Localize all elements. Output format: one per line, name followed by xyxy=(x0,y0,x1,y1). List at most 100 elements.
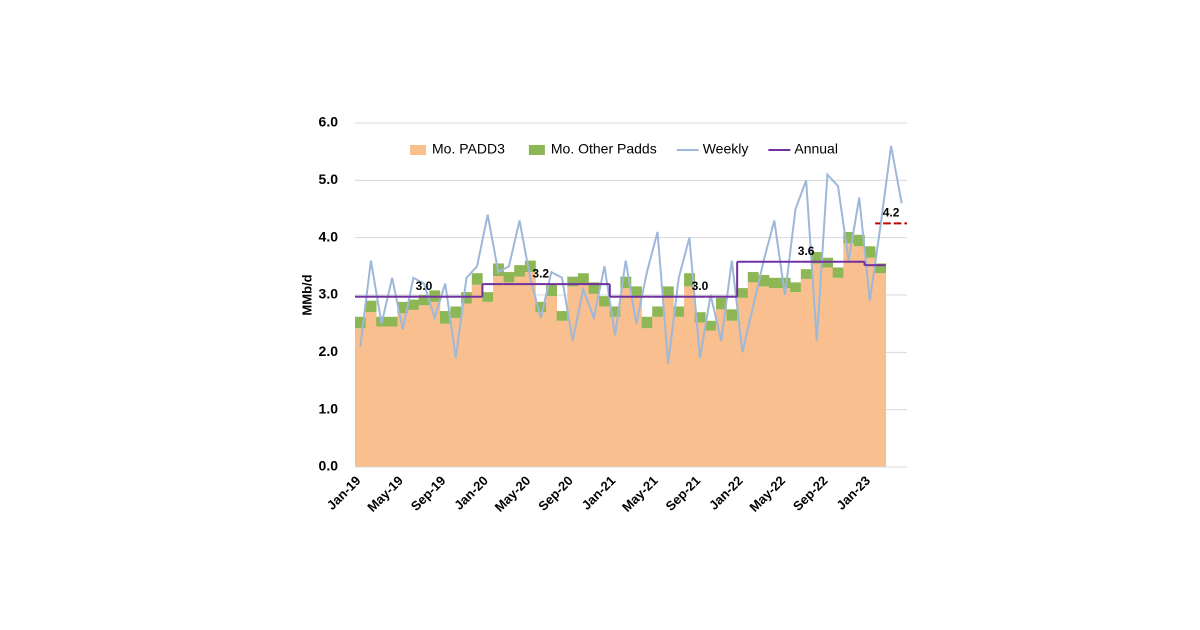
area-segment xyxy=(715,309,727,467)
area-segment xyxy=(609,306,621,317)
area-segment xyxy=(397,301,409,314)
area-segment xyxy=(482,292,494,302)
area-segment xyxy=(418,305,430,467)
legend-swatch xyxy=(528,145,545,155)
area-segment xyxy=(461,303,473,467)
area-segment xyxy=(705,330,717,467)
area-segment xyxy=(832,277,844,467)
area-segment xyxy=(843,243,855,467)
data-label: 3.2 xyxy=(532,266,549,280)
area-segment xyxy=(524,272,536,467)
area-segment xyxy=(758,274,770,287)
area-segment xyxy=(822,267,833,467)
area-segment xyxy=(418,295,430,306)
area-segment xyxy=(429,301,441,467)
area-segment xyxy=(535,312,547,467)
legend-swatch xyxy=(410,145,426,155)
area-segment xyxy=(694,312,706,323)
y-tick-label: 1.0 xyxy=(319,400,339,416)
area-segment xyxy=(684,286,695,467)
area-segment xyxy=(853,234,865,247)
area-segment xyxy=(439,323,451,467)
area-segment xyxy=(355,316,366,329)
area-segment xyxy=(408,299,419,310)
area-segment xyxy=(800,269,812,279)
area-segment xyxy=(843,231,855,244)
area-segment xyxy=(684,273,695,287)
area-segment xyxy=(769,277,780,289)
area-segment xyxy=(811,252,823,264)
area-segment xyxy=(482,301,494,467)
area-segment xyxy=(652,306,664,317)
legend-label: Mo. Other Padds xyxy=(551,141,657,157)
area-segment xyxy=(567,276,579,287)
area-segment xyxy=(461,292,473,304)
area-segment xyxy=(631,297,642,467)
area-segment xyxy=(790,292,802,467)
area-segment xyxy=(503,282,515,467)
legend-label: Mo. PADD3 xyxy=(432,141,505,157)
area-segment xyxy=(471,284,483,467)
area-segment xyxy=(662,286,674,298)
area-segment xyxy=(737,288,749,298)
area-segment xyxy=(577,283,589,467)
area-segment xyxy=(726,320,738,467)
area-segment xyxy=(355,328,366,467)
y-tick-label: 6.0 xyxy=(319,114,339,130)
y-tick-label: 2.0 xyxy=(319,343,339,359)
area-segment xyxy=(365,300,377,313)
area-segment xyxy=(779,288,791,467)
area-segment xyxy=(673,316,685,467)
area-segment xyxy=(493,276,504,467)
area-segment xyxy=(365,312,377,467)
area-segment xyxy=(599,296,611,307)
area-segment xyxy=(556,311,568,321)
area-segment xyxy=(599,306,611,467)
area-segment xyxy=(577,273,589,284)
area-segment xyxy=(641,328,653,467)
area-segment xyxy=(556,320,568,467)
data-label: 3.0 xyxy=(416,279,433,293)
area-segment xyxy=(747,282,759,467)
area-segment xyxy=(875,263,887,274)
area-segment xyxy=(864,257,876,467)
area-segment xyxy=(567,286,579,467)
area-segment xyxy=(503,272,515,283)
area-segment xyxy=(588,293,600,467)
data-label: 4.2 xyxy=(883,206,900,220)
area-segment xyxy=(439,311,451,324)
area-segment xyxy=(408,309,419,467)
area-segment xyxy=(524,260,536,273)
area-segment xyxy=(694,322,706,467)
area-segment xyxy=(620,276,632,289)
area-segment xyxy=(790,282,802,293)
area-segment xyxy=(864,246,876,258)
area-segment xyxy=(769,288,780,467)
y-tick-label: 3.0 xyxy=(319,286,339,302)
area-segment xyxy=(514,265,526,277)
area-segment xyxy=(450,306,462,318)
area-segment xyxy=(662,297,674,467)
area-segment xyxy=(471,273,483,285)
area-segment xyxy=(673,306,685,317)
y-tick-label: 4.0 xyxy=(319,228,339,244)
y-axis-label: MMb/d xyxy=(299,274,314,315)
area-segment xyxy=(631,286,642,298)
area-segment xyxy=(726,309,738,321)
area-segment xyxy=(758,286,770,467)
legend-label: Annual xyxy=(794,141,838,157)
area-segment xyxy=(715,297,727,310)
area-segment xyxy=(747,272,759,283)
y-tick-label: 5.0 xyxy=(319,171,339,187)
area-segment xyxy=(853,246,865,467)
area-segment xyxy=(705,320,717,331)
area-segment xyxy=(450,317,462,467)
area-segment xyxy=(386,316,398,327)
area-segment xyxy=(800,278,812,467)
area-segment xyxy=(875,273,887,467)
area-segment xyxy=(397,313,409,467)
area-segment xyxy=(652,316,664,467)
area-segment xyxy=(832,267,844,278)
